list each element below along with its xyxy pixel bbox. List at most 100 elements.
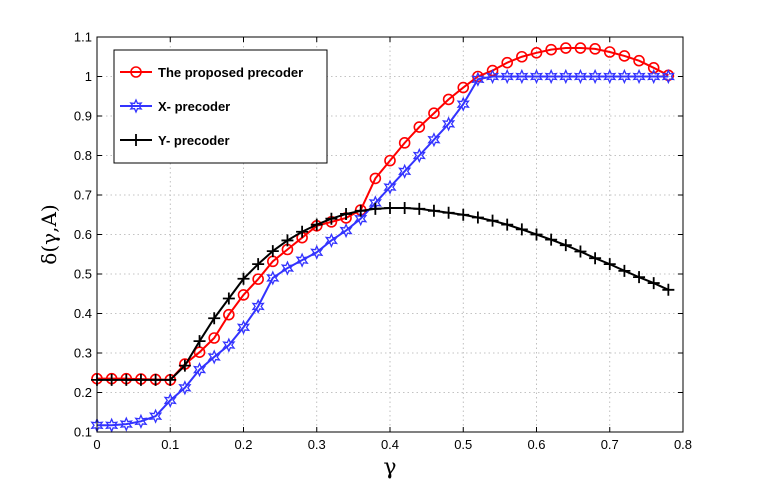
legend-marker	[130, 134, 142, 146]
data-point-circle	[618, 50, 631, 62]
data-point-star	[398, 163, 412, 179]
data-point-circle	[574, 42, 587, 54]
data-point-star	[427, 132, 441, 148]
data-point-star	[178, 380, 192, 396]
data-point-plus	[340, 207, 353, 220]
data-point-plus	[501, 218, 514, 231]
series-plus	[91, 202, 675, 386]
data-point-star	[354, 211, 368, 227]
data-point-star	[383, 179, 397, 195]
data-point-star	[603, 68, 617, 85]
data-point-star	[588, 68, 602, 85]
data-point-circle	[369, 172, 382, 185]
data-point-plus	[369, 202, 382, 215]
data-point-circle	[384, 154, 396, 167]
data-point-plus	[545, 233, 558, 246]
series-line	[97, 75, 669, 427]
series-line	[97, 207, 669, 381]
x-tick-label: 0.3	[308, 437, 326, 452]
series-star	[90, 68, 675, 433]
data-point-star	[163, 392, 177, 409]
data-point-circle	[193, 346, 206, 359]
data-point-star	[515, 68, 529, 85]
data-point-circle	[589, 43, 601, 55]
data-point-plus	[603, 258, 616, 271]
x-tick-label: 0.5	[454, 437, 472, 452]
data-point-star	[339, 222, 353, 239]
data-point-circle	[442, 93, 455, 106]
y-axis-label: δ(γ,A)	[37, 204, 61, 264]
data-point-circle	[530, 46, 543, 59]
x-tick-label: 0.2	[234, 437, 252, 452]
data-point-plus	[486, 214, 499, 227]
data-point-circle	[516, 50, 528, 63]
data-point-plus	[325, 212, 338, 225]
data-point-star	[236, 319, 251, 335]
data-point-star	[222, 337, 236, 353]
data-point-circle	[501, 56, 514, 69]
data-point-star	[310, 244, 324, 260]
data-point-circle	[252, 273, 264, 285]
data-point-plus	[310, 218, 323, 231]
data-point-star	[324, 232, 338, 249]
data-point-circle	[603, 46, 616, 58]
data-point-star	[266, 270, 280, 286]
y-tick-label: 0.2	[74, 385, 92, 400]
data-point-circle	[223, 308, 235, 321]
y-tick-label: 0.3	[74, 346, 92, 361]
data-point-star	[295, 252, 309, 268]
data-point-star	[134, 413, 148, 429]
data-point-plus	[237, 272, 250, 285]
data-point-plus	[208, 312, 221, 325]
data-point-plus	[178, 359, 191, 372]
data-point-plus	[281, 234, 294, 247]
data-point-star	[529, 68, 544, 85]
data-point-star	[485, 68, 500, 85]
data-point-plus	[442, 206, 455, 219]
data-point-star	[105, 417, 119, 433]
y-tick-label: 1.1	[74, 30, 92, 45]
data-point-circle	[208, 332, 220, 344]
data-point-circle	[647, 62, 660, 74]
data-point-plus	[589, 252, 602, 265]
y-tick-label: 0.1	[74, 425, 92, 440]
data-point-plus	[120, 373, 133, 386]
data-point-circle	[398, 137, 411, 149]
data-point-plus	[457, 208, 470, 221]
x-tick-label: 0.6	[527, 437, 545, 452]
legend-label: X- precoder	[158, 99, 230, 114]
data-point-plus	[105, 373, 118, 386]
y-tick-label: 0.7	[74, 188, 92, 203]
data-point-star	[544, 68, 558, 85]
series-layer	[90, 42, 675, 433]
y-tick-label: 0.5	[74, 267, 92, 282]
data-point-plus	[515, 223, 528, 236]
data-point-plus	[530, 228, 543, 241]
data-point-plus	[266, 245, 279, 258]
data-point-star	[207, 349, 221, 365]
data-point-star	[119, 416, 133, 432]
data-point-plus	[296, 225, 309, 238]
data-point-plus	[252, 258, 265, 271]
x-tick-label: 0.4	[381, 437, 399, 452]
data-point-plus	[354, 204, 367, 217]
data-point-star	[192, 361, 207, 378]
data-point-plus	[618, 264, 631, 277]
data-point-star	[471, 71, 485, 87]
y-tick-label: 0.8	[74, 148, 92, 163]
legend-label: The proposed precoder	[158, 65, 303, 80]
data-point-star	[412, 147, 426, 164]
data-point-plus	[427, 204, 440, 217]
y-tick-label: 0.9	[74, 109, 92, 124]
ticks: 0 0.1 0.2 0.3 0.4 0.5 0.6 0.7 0.80.10.20.30.40.5…	[74, 30, 692, 453]
data-point-star	[442, 116, 456, 132]
data-point-plus	[149, 373, 162, 386]
legend-label: Y- precoder	[158, 133, 230, 148]
data-point-star	[632, 68, 646, 85]
data-point-plus	[471, 211, 484, 224]
data-point-star	[500, 68, 514, 85]
x-axis-label: γ	[383, 455, 396, 480]
data-point-plus	[633, 271, 646, 284]
data-point-star	[661, 68, 675, 85]
